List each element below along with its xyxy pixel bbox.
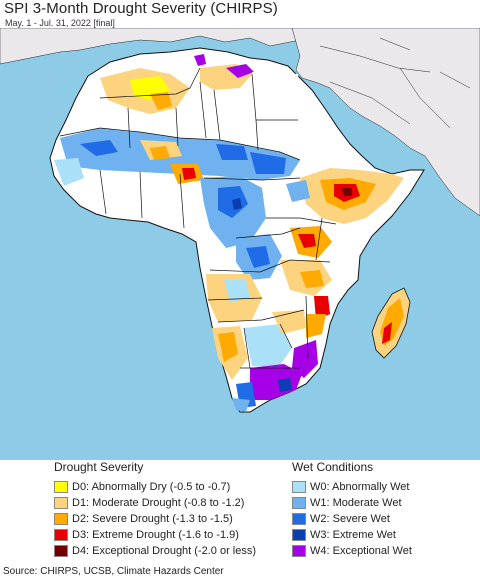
namibia-d2 — [218, 332, 238, 362]
sudan-w2 — [250, 152, 286, 174]
legend-drought-heading: Drought Severity — [54, 460, 144, 474]
legend-item-d0: D0: Abnormally Dry (-0.5 to -0.7) — [54, 479, 256, 495]
west-africa-d2 — [150, 146, 170, 160]
source-credit: Source: CHIRPS, UCSB, Climate Hazards Ce… — [3, 566, 224, 577]
map-title: SPI 3-Month Drought Severity (CHIRPS) — [4, 0, 278, 17]
west-coast-w1 — [54, 158, 84, 186]
drc-w3 — [246, 246, 270, 268]
legend-swatch-d3 — [54, 529, 68, 541]
legend-label-d0: D0: Abnormally Dry (-0.5 to -0.7) — [72, 481, 231, 493]
legend-label-d2: D2: Severe Drought (-1.3 to -1.5) — [72, 513, 233, 525]
legend-item-w1: W1: Moderate Wet — [292, 495, 412, 511]
central-w4 — [232, 198, 242, 210]
legend-swatch-d1 — [54, 497, 68, 509]
legend-item-w3: W3: Extreme Wet — [292, 527, 412, 543]
legend-swatch-d4 — [54, 545, 68, 557]
drought-map — [0, 28, 480, 460]
legend-item-d3: D3: Extreme Drought (-1.6 to -1.9) — [54, 527, 256, 543]
legend-label-w2: W2: Severe Wet — [310, 513, 390, 525]
legend-label-d4: D4: Exceptional Drought (-2.0 or less) — [72, 545, 257, 557]
mozambique-south-w4 — [292, 340, 318, 378]
mozambique-d2 — [306, 314, 326, 338]
legend-swatch-d0 — [54, 481, 68, 493]
europe-land — [0, 28, 301, 65]
legend-item-w4: W4: Exceptional Wet — [292, 543, 412, 559]
sahel-w3 — [80, 140, 118, 156]
legend-label-d1: D1: Moderate Drought (-0.8 to -1.2) — [72, 497, 245, 509]
legend-swatch-d2 — [54, 513, 68, 525]
legend-swatch-w0 — [292, 481, 306, 493]
lesotho-w3 — [278, 378, 292, 392]
ethiopia-w2 — [286, 180, 310, 202]
legend-swatch-w1 — [292, 497, 306, 509]
middle-east-borders — [319, 37, 471, 129]
kenya-d3 — [298, 234, 316, 248]
legend-item-d1: D1: Moderate Drought (-0.8 to -1.2) — [54, 495, 256, 511]
egypt-white — [252, 72, 300, 120]
legend-label-w1: W1: Moderate Wet — [310, 497, 402, 509]
zimbabwe-d1 — [272, 310, 306, 334]
legend-item-w2: W2: Severe Wet — [292, 511, 412, 527]
legend-item-d2: D2: Severe Drought (-1.3 to -1.5) — [54, 511, 256, 527]
legend-label-d3: D3: Extreme Drought (-1.6 to -1.9) — [72, 529, 239, 541]
angola-w1 — [224, 280, 250, 302]
country-borders — [59, 67, 337, 369]
legend-swatch-w4 — [292, 545, 306, 557]
horn-d4 — [342, 188, 352, 196]
legend-label-w4: W4: Exceptional Wet — [310, 545, 412, 557]
libya-w4 — [226, 64, 254, 78]
legend-drought: Drought Severity D0: Abnormally Dry (-0.… — [54, 460, 256, 559]
tanzania-d2 — [300, 270, 324, 288]
nigeria-d3 — [182, 168, 196, 180]
tunisia-w4 — [194, 54, 206, 66]
legend: Drought Severity D0: Abnormally Dry (-0.… — [0, 460, 480, 564]
botswana-w1 — [244, 324, 292, 368]
chad-w3 — [216, 144, 248, 160]
legend-item-d4: D4: Exceptional Drought (-2.0 or less) — [54, 543, 256, 559]
sahara-d2 — [150, 92, 172, 110]
legend-label-w3: W3: Extreme Wet — [310, 529, 396, 541]
madagascar-extreme — [382, 322, 392, 344]
cape-w1 — [232, 398, 250, 412]
map-subtitle: May. 1 - Jul. 31, 2022 [final] — [5, 18, 115, 28]
legend-swatch-w2 — [292, 513, 306, 525]
middle-east-land — [291, 28, 480, 217]
legend-label-w0: W0: Abnormally Wet — [310, 481, 410, 493]
legend-swatch-w3 — [292, 529, 306, 541]
legend-item-w0: W0: Abnormally Wet — [292, 479, 412, 495]
legend-wet-heading: Wet Conditions — [292, 460, 374, 474]
legend-wet: Wet Conditions W0: Abnormally Wet W1: Mo… — [292, 460, 412, 559]
south-africa-w4 — [250, 364, 302, 400]
